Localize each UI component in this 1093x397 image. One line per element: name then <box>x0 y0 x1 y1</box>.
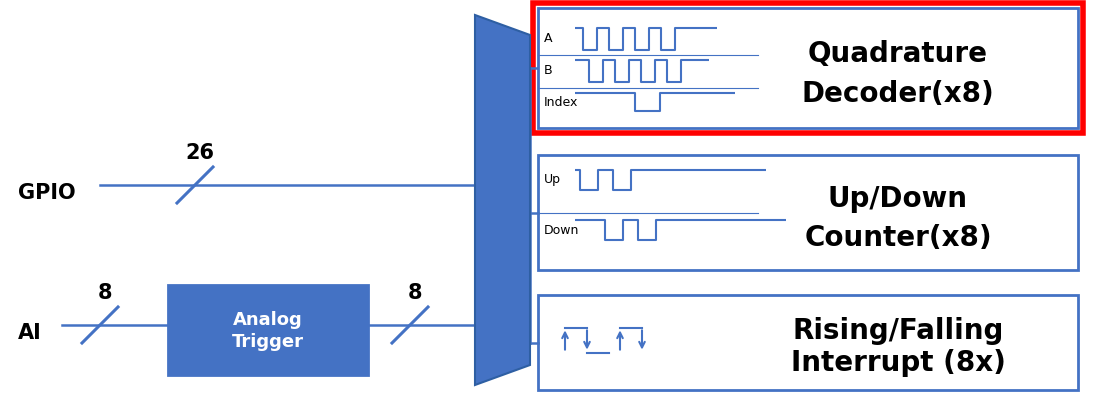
Text: 8: 8 <box>97 283 113 303</box>
Text: A: A <box>544 33 552 46</box>
Text: Quadrature: Quadrature <box>808 40 988 67</box>
Text: 26: 26 <box>186 143 214 163</box>
Bar <box>538 8 1078 128</box>
Text: GPIO: GPIO <box>17 183 75 203</box>
Text: 8: 8 <box>408 283 422 303</box>
Polygon shape <box>475 15 530 385</box>
Text: Rising/Falling: Rising/Falling <box>792 317 1003 345</box>
Text: Analog: Analog <box>233 311 303 329</box>
Bar <box>533 3 1083 133</box>
Text: Index: Index <box>544 96 578 108</box>
Text: Up: Up <box>544 173 561 187</box>
Text: AI: AI <box>17 323 42 343</box>
Text: Decoder(x8): Decoder(x8) <box>801 81 995 108</box>
Bar <box>538 155 1078 270</box>
Text: Up/Down: Up/Down <box>828 185 968 213</box>
Text: Interrupt (8x): Interrupt (8x) <box>790 349 1006 378</box>
Text: B: B <box>544 64 553 77</box>
Text: Counter(x8): Counter(x8) <box>804 224 991 252</box>
Text: Down: Down <box>544 224 579 237</box>
Text: Trigger: Trigger <box>232 333 304 351</box>
Bar <box>538 295 1078 390</box>
Bar <box>168 285 368 375</box>
